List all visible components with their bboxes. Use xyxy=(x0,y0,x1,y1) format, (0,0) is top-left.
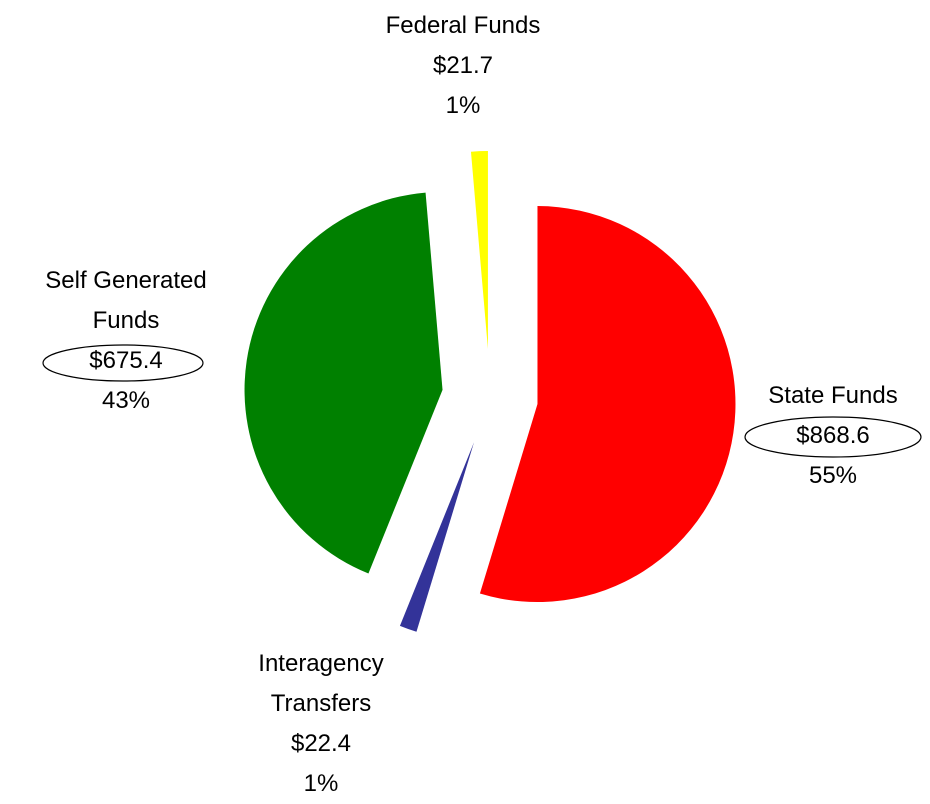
pie-slice xyxy=(479,206,736,603)
slice-label: State Funds $868.6 55% xyxy=(718,376,930,496)
pie-slice xyxy=(244,192,443,574)
slice-label: Self Generated Funds $675.4 43% xyxy=(41,261,211,421)
value-label: $675.4 xyxy=(89,347,163,374)
slice-label: Federal Funds $21.7 1% xyxy=(348,6,578,126)
value-label: $22.4 xyxy=(290,730,352,757)
value-label: $868.6 xyxy=(796,422,870,449)
pie-slice xyxy=(399,442,475,632)
category-label: State Funds xyxy=(768,382,898,409)
percentage-label: 1% xyxy=(445,92,481,119)
category-label: Self Generated Funds xyxy=(45,267,207,334)
pie-slice xyxy=(470,151,488,350)
highlight-ellipse xyxy=(42,344,204,382)
value-label: $21.7 xyxy=(432,52,494,79)
percentage-label: 43% xyxy=(101,387,151,414)
percentage-label: 1% xyxy=(303,770,339,797)
percentage-label: 55% xyxy=(808,462,858,489)
slice-label: Interagency Transfers $22.4 1% xyxy=(236,644,406,804)
highlight-ellipse xyxy=(744,416,922,458)
category-label: Interagency Transfers xyxy=(258,650,384,717)
category-label: Federal Funds xyxy=(385,12,541,39)
